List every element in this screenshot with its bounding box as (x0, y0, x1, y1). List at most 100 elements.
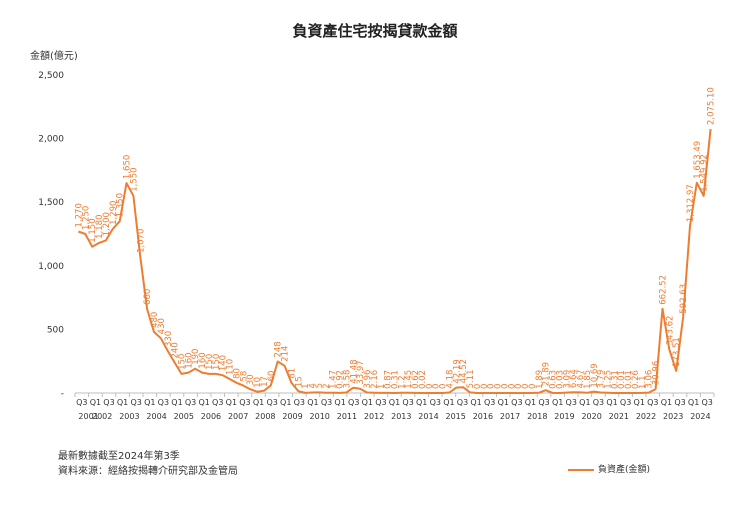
data-label: 3.06 (645, 370, 655, 389)
data-label: 60 (267, 371, 277, 382)
x-tick-quarter: Q1 (117, 398, 128, 407)
x-tick-year: 2014 (418, 412, 438, 421)
x-tick-quarter: Q3 (76, 398, 87, 407)
data-label: 30 (246, 374, 256, 385)
legend-label: 負資產(金額) (598, 465, 651, 475)
data-label: 343.62 (665, 316, 675, 346)
chart-title: 負資產住宅按揭貸款金額 (292, 22, 458, 40)
data-label: 0 (480, 384, 490, 389)
data-label: 3.96 (363, 370, 373, 389)
y-tick-label: - (61, 389, 64, 399)
data-label: 248 (274, 341, 284, 357)
x-tick-year: 2019 (554, 412, 574, 421)
x-tick-quarter: Q1 (362, 398, 373, 407)
x-tick-quarter: Q1 (226, 398, 237, 407)
data-label: 0.03 (555, 370, 565, 389)
data-label: 6.64 (569, 369, 579, 388)
x-tick-quarter: Q3 (566, 398, 577, 407)
data-label: 1,150 (88, 218, 98, 242)
x-tick-quarter: Q1 (606, 398, 617, 407)
data-label: 21.89 (542, 362, 552, 386)
data-label: 1,180 (95, 215, 105, 239)
data-label: 1,270 (74, 203, 84, 227)
data-label: 592.63 (679, 284, 689, 314)
x-tick-year: 2008 (255, 412, 275, 421)
data-label: 3.79 (597, 370, 607, 389)
y-tick-label: 500 (47, 325, 64, 335)
data-label: 1,650 (123, 155, 133, 179)
x-tick-year: 2018 (527, 412, 547, 421)
data-label: 1.25 (604, 370, 614, 389)
x-tick-quarter: Q3 (674, 398, 685, 407)
x-tick-quarter: Q1 (498, 398, 509, 407)
data-label: 0 (439, 384, 449, 389)
x-tick-quarter: Q3 (430, 398, 441, 407)
x-tick-quarter: Q1 (307, 398, 318, 407)
x-tick-quarter: Q3 (457, 398, 468, 407)
data-label: 81 (287, 368, 297, 379)
data-label: 4 (308, 383, 318, 388)
data-label: 30.96 (652, 361, 662, 385)
data-label: 214 (281, 346, 291, 362)
x-tick-quarter: Q1 (416, 398, 427, 407)
x-tick-quarter: Q3 (348, 398, 359, 407)
y-axis: - 500 1,000 1,500 2,000 2,500 (38, 71, 64, 399)
data-label: 0 (425, 384, 435, 389)
data-label: 0 (507, 384, 517, 389)
y-axis-label: 金額(億元) (30, 51, 78, 62)
x-tick-quarter: Q1 (90, 398, 101, 407)
x-tick-quarter: Q1 (552, 398, 563, 407)
data-label: 1 (301, 384, 311, 389)
data-label: 240 (171, 342, 181, 358)
data-label: 0.63 (549, 370, 559, 389)
data-label: 150 (205, 354, 215, 370)
data-label: 0.87 (384, 370, 394, 389)
x-tick-quarter: Q3 (212, 398, 223, 407)
data-label: 150 (178, 354, 188, 370)
data-label: 10 (253, 377, 263, 388)
x-tick-year: 2023 (663, 412, 683, 421)
x-tick-quarter: Q1 (443, 398, 454, 407)
data-label: 480 (150, 312, 160, 328)
data-label: 3.58 (342, 370, 352, 389)
data-label: 1,550 (129, 167, 139, 191)
x-tick-year: 2020 (581, 412, 601, 421)
x-tick-year: 2013 (391, 412, 411, 421)
x-tick-quarter: Q3 (620, 398, 631, 407)
x-tick-quarter: Q1 (579, 398, 590, 407)
x-tick-year: 2015 (446, 412, 466, 421)
legend: 負資產(金額) (568, 462, 650, 475)
data-label: 42.19 (452, 359, 462, 383)
x-tick-quarter: Q1 (634, 398, 645, 407)
data-label: 58 (239, 371, 249, 382)
data-label: 0.01 (624, 370, 634, 389)
data-label: 0 (432, 384, 442, 389)
y-tick-label: 1,500 (38, 198, 64, 208)
x-tick-quarter: Q3 (321, 398, 332, 407)
data-label: 0 (473, 384, 483, 389)
data-label: 662.52 (659, 275, 669, 305)
x-tick-year: 2002 (92, 412, 112, 421)
x-tick-quarter: Q1 (253, 398, 264, 407)
x-tick-quarter: Q3 (484, 398, 495, 407)
x-tick-quarter: Q3 (130, 398, 141, 407)
x-tick-quarter: Q3 (593, 398, 604, 407)
x-tick-quarter: Q3 (294, 398, 305, 407)
data-label: 160 (184, 352, 194, 368)
data-label: 0.01 (617, 370, 627, 389)
footnote-date: 最新數據截至2024年第3季 (58, 451, 180, 462)
x-tick-year: 2024 (690, 412, 710, 421)
x-tick-quarter: Q1 (198, 398, 209, 407)
data-label: 2 (322, 383, 332, 388)
data-label: 1.85 (583, 370, 593, 389)
x-tick-quarter: Q1 (525, 398, 536, 407)
x-tick-quarter: Q1 (334, 398, 345, 407)
data-label: 3.09 (562, 370, 572, 389)
x-tick-quarter: Q3 (185, 398, 196, 407)
x-tick-year: 2004 (146, 412, 166, 421)
data-label: 0.02 (418, 370, 428, 389)
y-tick-label: 2,500 (38, 71, 64, 81)
x-tick-year: 2007 (228, 412, 248, 421)
